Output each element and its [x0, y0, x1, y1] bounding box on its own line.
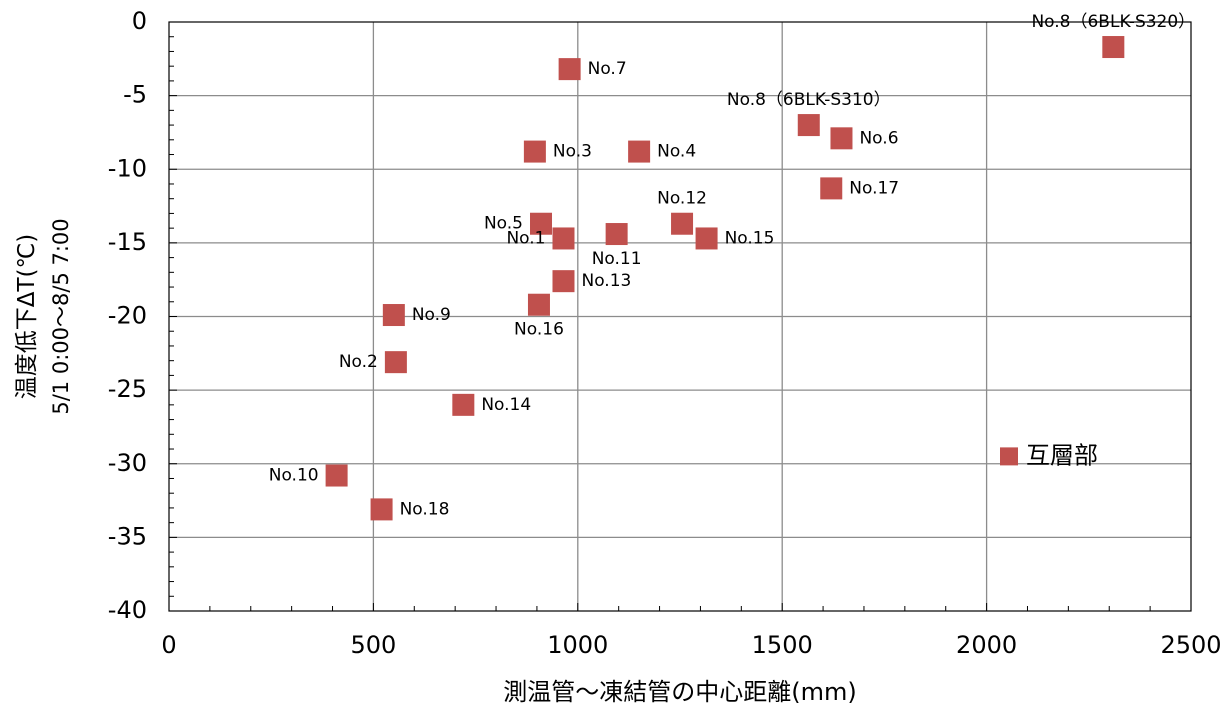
x-tick-label: 1500	[752, 631, 813, 659]
y-axis-title-line2: 5/1 0:00～8/5 7:00	[49, 218, 73, 414]
data-point-label: No.17	[849, 178, 899, 198]
data-point-marker	[530, 212, 553, 235]
data-point-marker	[820, 177, 843, 200]
y-tick-label: -10	[108, 154, 147, 182]
data-point-marker	[527, 293, 550, 316]
points-layer	[325, 36, 1125, 521]
data-point-label: No.12	[657, 189, 707, 209]
data-point-marker	[370, 498, 393, 521]
labels-layer: No.1 No.2 No.3 No.4 No.5 No.6 No.7 No.8（6BLK-S3…	[269, 12, 1195, 519]
data-point-marker	[1102, 36, 1125, 59]
x-tick-label: 1000	[547, 631, 608, 659]
data-point-label: No.10	[269, 466, 319, 486]
data-point-marker	[671, 212, 694, 235]
data-point-marker	[605, 223, 628, 246]
data-point-marker	[695, 227, 718, 250]
data-point-marker	[382, 304, 405, 327]
x-tick-label: 500	[350, 631, 396, 659]
y-tick-label: 0	[132, 7, 147, 35]
legend-label: 互層部	[1026, 441, 1098, 469]
data-point-label: No.13	[581, 271, 631, 291]
data-point-label: No.8（6BLK-S320）	[1031, 12, 1195, 32]
y-axis-title-line1: 温度低下ΔT(℃)	[14, 234, 40, 400]
y-tick-label: -20	[108, 302, 147, 330]
data-point-marker	[628, 140, 651, 163]
grid-layer	[169, 22, 1191, 611]
x-tick-label: 2000	[956, 631, 1017, 659]
data-point-label: No.15	[725, 228, 775, 248]
y-tick-label: -40	[108, 596, 147, 624]
data-point-label: No.4	[657, 142, 696, 162]
data-point-marker	[830, 127, 853, 150]
data-point-label: No.6	[859, 128, 898, 148]
data-point-label: No.9	[412, 305, 451, 325]
y-tick-label: -35	[108, 522, 147, 550]
data-point-marker	[552, 227, 575, 250]
data-point-marker	[552, 270, 575, 293]
x-tick-label: 2500	[1160, 631, 1221, 659]
data-point-marker	[452, 393, 475, 416]
y-tick-label: -25	[108, 375, 147, 403]
data-point-label: No.1	[506, 228, 545, 248]
legend-marker	[1000, 447, 1018, 466]
data-point-marker	[523, 140, 546, 163]
y-tick-label: -5	[123, 81, 147, 109]
y-tick-label: -30	[108, 449, 147, 477]
data-point-label: No.5	[484, 214, 523, 234]
data-point-label: No.2	[339, 352, 378, 372]
x-axis-title: 測温管～凍結管の中心距離(mm)	[503, 678, 856, 706]
tick-layer: 0 500 1000 1500 2000 2500 0 -5 -10 -15 -20 -25 -30 -3…	[108, 7, 1222, 659]
data-point-marker	[384, 351, 407, 374]
y-axis-title: 温度低下ΔT(℃) 5/1 0:00～8/5 7:00	[14, 218, 73, 414]
x-tick-label: 0	[161, 631, 176, 659]
data-point-label: No.8（6BLK-S310）	[727, 90, 891, 110]
data-point-marker	[558, 58, 581, 81]
y-tick-label: -15	[108, 228, 147, 256]
data-point-label: No.18	[400, 499, 450, 519]
data-point-label: No.14	[481, 395, 531, 415]
data-point-label: No.11	[592, 249, 642, 269]
data-point-marker	[797, 114, 820, 137]
data-point-label: No.7	[588, 59, 627, 79]
data-point-label: No.3	[553, 142, 592, 162]
legend: 互層部	[1000, 441, 1098, 469]
data-point-marker	[325, 464, 348, 487]
data-point-label: No.16	[514, 320, 564, 340]
